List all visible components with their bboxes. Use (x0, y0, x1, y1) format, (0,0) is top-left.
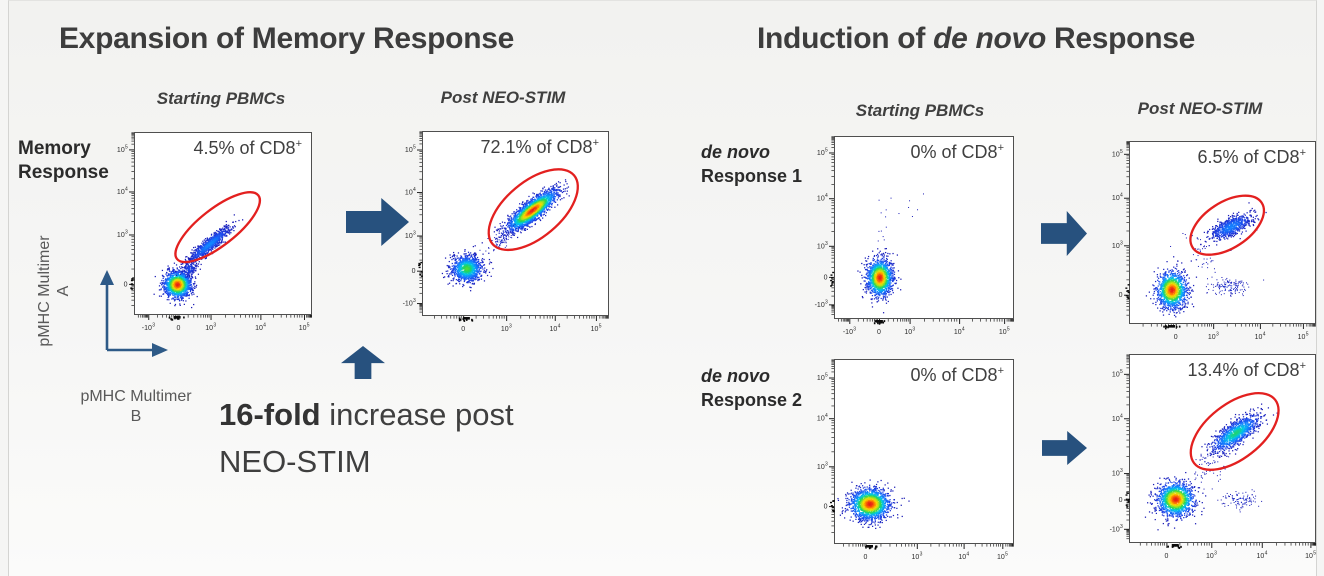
flow-plot-memory-starting: 4.5% of CD8+ (104, 126, 320, 341)
flow-plot-denovo1-post: 6.5% of CD8+ (1099, 135, 1324, 350)
flow-plot-denovo2-post: 13.4% of CD8+ (1099, 348, 1324, 569)
percent-annotation: 0% of CD8+ (910, 365, 1004, 385)
memory-response-row-label: Memory Response (18, 138, 109, 183)
denovo2-transition-arrow-icon (1042, 431, 1087, 465)
flow-plot-denovo2-starting: 0% of CD8+ (804, 353, 1022, 570)
flow-plot-canvas (104, 126, 320, 341)
percent-annotation: 72.1% of CD8+ (480, 137, 600, 157)
right-section-title: Induction of de novo Response (757, 22, 1195, 55)
left-col-header-starting-pbmcs: Starting PBMCs (156, 89, 286, 108)
axis-arrows-icon (100, 270, 168, 357)
slide-background: Expansion of Memory Response Starting PB… (8, 0, 1324, 576)
flow-plot-canvas (804, 353, 1022, 570)
left-col-header-post-neo-stim: Post NEO-STIM (440, 88, 566, 107)
flow-plot-denovo1-starting: 0% of CD8+ (804, 130, 1022, 345)
fold-increase-up-arrow-icon (341, 346, 385, 379)
flow-plot-memory-post: 72.1% of CD8+ (392, 125, 617, 342)
left-section-title: Expansion of Memory Response (58, 22, 515, 55)
percent-annotation: 4.5% of CD8+ (193, 138, 303, 158)
right-col-header-post-neo-stim: Post NEO-STIM (1137, 99, 1263, 118)
denovo1-transition-arrow-icon (1041, 211, 1087, 256)
y-axis-label: pMHC Multimer A (36, 235, 72, 347)
flow-plot-canvas (804, 130, 1022, 345)
fold-increase-text: 16-fold increase post NEO-STIM (219, 397, 514, 479)
right-col-header-starting-pbmcs: Starting PBMCs (855, 101, 985, 120)
de-novo-response-1-row-label: de novo Response 1 (701, 142, 803, 186)
flow-plot-canvas (392, 125, 617, 342)
de-novo-response-2-row-label: de novo Response 2 (701, 366, 803, 410)
percent-annotation: 6.5% of CD8+ (1197, 147, 1307, 167)
percent-annotation: 0% of CD8+ (910, 142, 1004, 162)
percent-annotation: 13.4% of CD8+ (1187, 360, 1307, 380)
flow-plot-canvas (1099, 348, 1324, 569)
x-axis-label: pMHC Multimer B (80, 388, 192, 425)
flow-plot-canvas (1099, 135, 1324, 350)
